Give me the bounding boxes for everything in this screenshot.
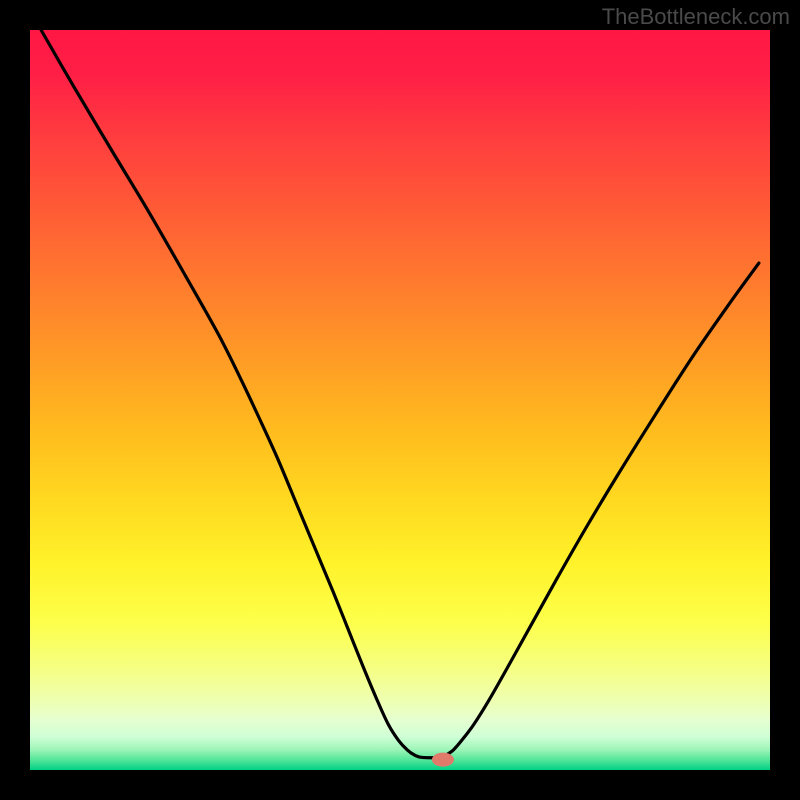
optimal-marker [432, 753, 454, 767]
chart-gradient-bg [30, 30, 770, 770]
bottleneck-chart [0, 0, 800, 800]
watermark-label: TheBottleneck.com [602, 4, 790, 30]
chart-container: TheBottleneck.com [0, 0, 800, 800]
